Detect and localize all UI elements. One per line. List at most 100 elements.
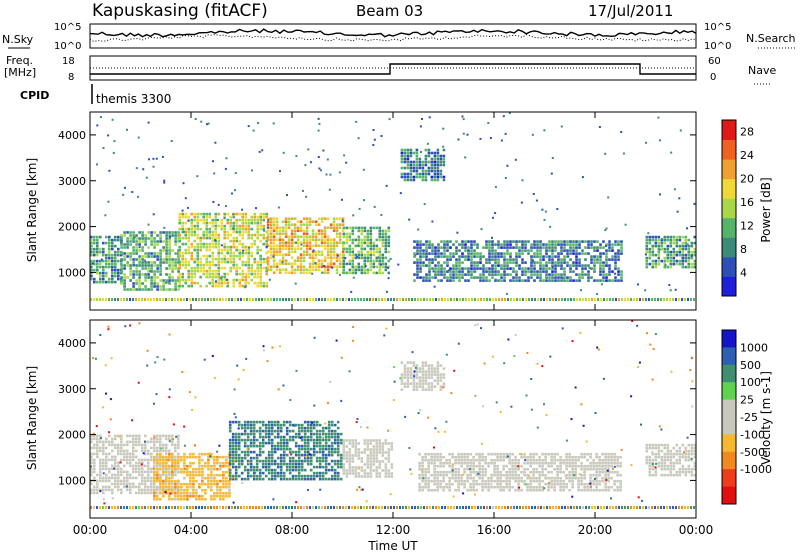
data-cell bbox=[220, 251, 223, 255]
data-cell bbox=[572, 261, 575, 264]
noise-cell bbox=[107, 134, 110, 137]
data-cell bbox=[308, 253, 312, 256]
data-cell bbox=[521, 240, 524, 243]
scatter-mark bbox=[252, 298, 254, 301]
data-cell bbox=[211, 275, 214, 279]
data-cell bbox=[335, 226, 339, 229]
data-cell bbox=[651, 259, 655, 263]
data-cell bbox=[177, 440, 180, 444]
noise-cell bbox=[616, 250, 619, 253]
data-cell bbox=[524, 273, 527, 276]
scatter-mark bbox=[135, 506, 137, 509]
data-cell bbox=[654, 265, 658, 269]
data-cell bbox=[210, 470, 213, 474]
data-cell bbox=[539, 273, 542, 276]
data-cell bbox=[153, 440, 156, 444]
data-cell bbox=[409, 376, 413, 379]
data-cell bbox=[232, 251, 235, 255]
data-cell bbox=[663, 247, 667, 251]
data-cell bbox=[357, 475, 361, 478]
data-cell bbox=[117, 482, 120, 486]
data-cell bbox=[436, 178, 440, 182]
scatter-mark bbox=[444, 298, 446, 301]
noise-cell bbox=[543, 218, 546, 221]
data-cell bbox=[345, 271, 349, 275]
noise-cell bbox=[560, 125, 563, 128]
data-cell bbox=[132, 231, 135, 234]
data-cell bbox=[229, 245, 232, 249]
data-cell bbox=[244, 227, 247, 231]
data-cell bbox=[141, 470, 144, 474]
scatter-mark bbox=[609, 506, 611, 509]
data-cell bbox=[533, 255, 536, 258]
scatter-mark bbox=[162, 298, 164, 301]
data-cell bbox=[102, 241, 105, 245]
data-cell bbox=[141, 473, 144, 477]
data-cell bbox=[108, 476, 111, 480]
data-cell bbox=[186, 497, 189, 501]
data-cell bbox=[681, 256, 685, 260]
data-cell bbox=[297, 435, 301, 439]
data-cell bbox=[258, 432, 262, 436]
scatter-mark bbox=[462, 298, 464, 301]
scatter-mark bbox=[453, 298, 455, 301]
data-cell bbox=[308, 238, 312, 241]
data-cell bbox=[120, 473, 123, 477]
data-cell bbox=[297, 429, 301, 433]
data-cell bbox=[135, 273, 138, 276]
data-cell bbox=[117, 247, 120, 251]
data-cell bbox=[108, 452, 111, 456]
data-cell bbox=[506, 264, 509, 267]
data-cell bbox=[264, 426, 268, 430]
scatter-mark bbox=[543, 298, 545, 301]
data-cell bbox=[442, 476, 445, 480]
data-cell bbox=[315, 456, 319, 460]
data-cell bbox=[187, 272, 190, 276]
data-cell bbox=[318, 459, 322, 463]
data-cell bbox=[90, 467, 93, 471]
noise-cell bbox=[462, 118, 465, 121]
data-cell bbox=[282, 471, 286, 475]
data-cell bbox=[114, 434, 117, 438]
data-cell bbox=[669, 235, 673, 239]
noise-cell bbox=[169, 235, 172, 238]
data-cell bbox=[120, 279, 123, 282]
data-cell bbox=[317, 268, 321, 271]
noise-cell bbox=[338, 273, 341, 276]
data-cell bbox=[141, 443, 144, 447]
data-cell bbox=[336, 450, 340, 454]
noise-cell bbox=[277, 206, 280, 209]
scatter-mark bbox=[570, 506, 572, 509]
data-cell bbox=[111, 473, 114, 477]
data-cell bbox=[428, 252, 431, 255]
data-cell bbox=[183, 464, 186, 468]
data-cell bbox=[309, 459, 313, 463]
scatter-mark bbox=[315, 506, 317, 509]
data-cell bbox=[454, 470, 457, 474]
data-cell bbox=[147, 273, 150, 276]
data-cell bbox=[159, 240, 162, 243]
data-cell bbox=[345, 445, 349, 448]
data-cell bbox=[499, 455, 502, 459]
scatter-mark bbox=[642, 298, 644, 301]
scatter-mark bbox=[375, 298, 377, 301]
data-cell bbox=[439, 160, 443, 164]
scatter-mark bbox=[252, 506, 254, 509]
data-cell bbox=[244, 260, 247, 264]
data-cell bbox=[339, 477, 343, 481]
data-cell bbox=[452, 243, 455, 246]
data-cell bbox=[192, 461, 195, 465]
data-cell bbox=[342, 469, 346, 472]
data-cell bbox=[90, 440, 93, 444]
data-cell bbox=[181, 242, 184, 246]
data-cell bbox=[192, 479, 195, 483]
noise-cell bbox=[336, 254, 339, 257]
data-cell bbox=[144, 267, 147, 270]
noise-cell bbox=[487, 122, 490, 124]
data-cell bbox=[433, 160, 437, 164]
data-cell bbox=[153, 476, 156, 480]
data-cell bbox=[433, 385, 437, 388]
data-cell bbox=[491, 246, 494, 249]
data-cell bbox=[390, 448, 394, 451]
data-cell bbox=[184, 263, 187, 267]
